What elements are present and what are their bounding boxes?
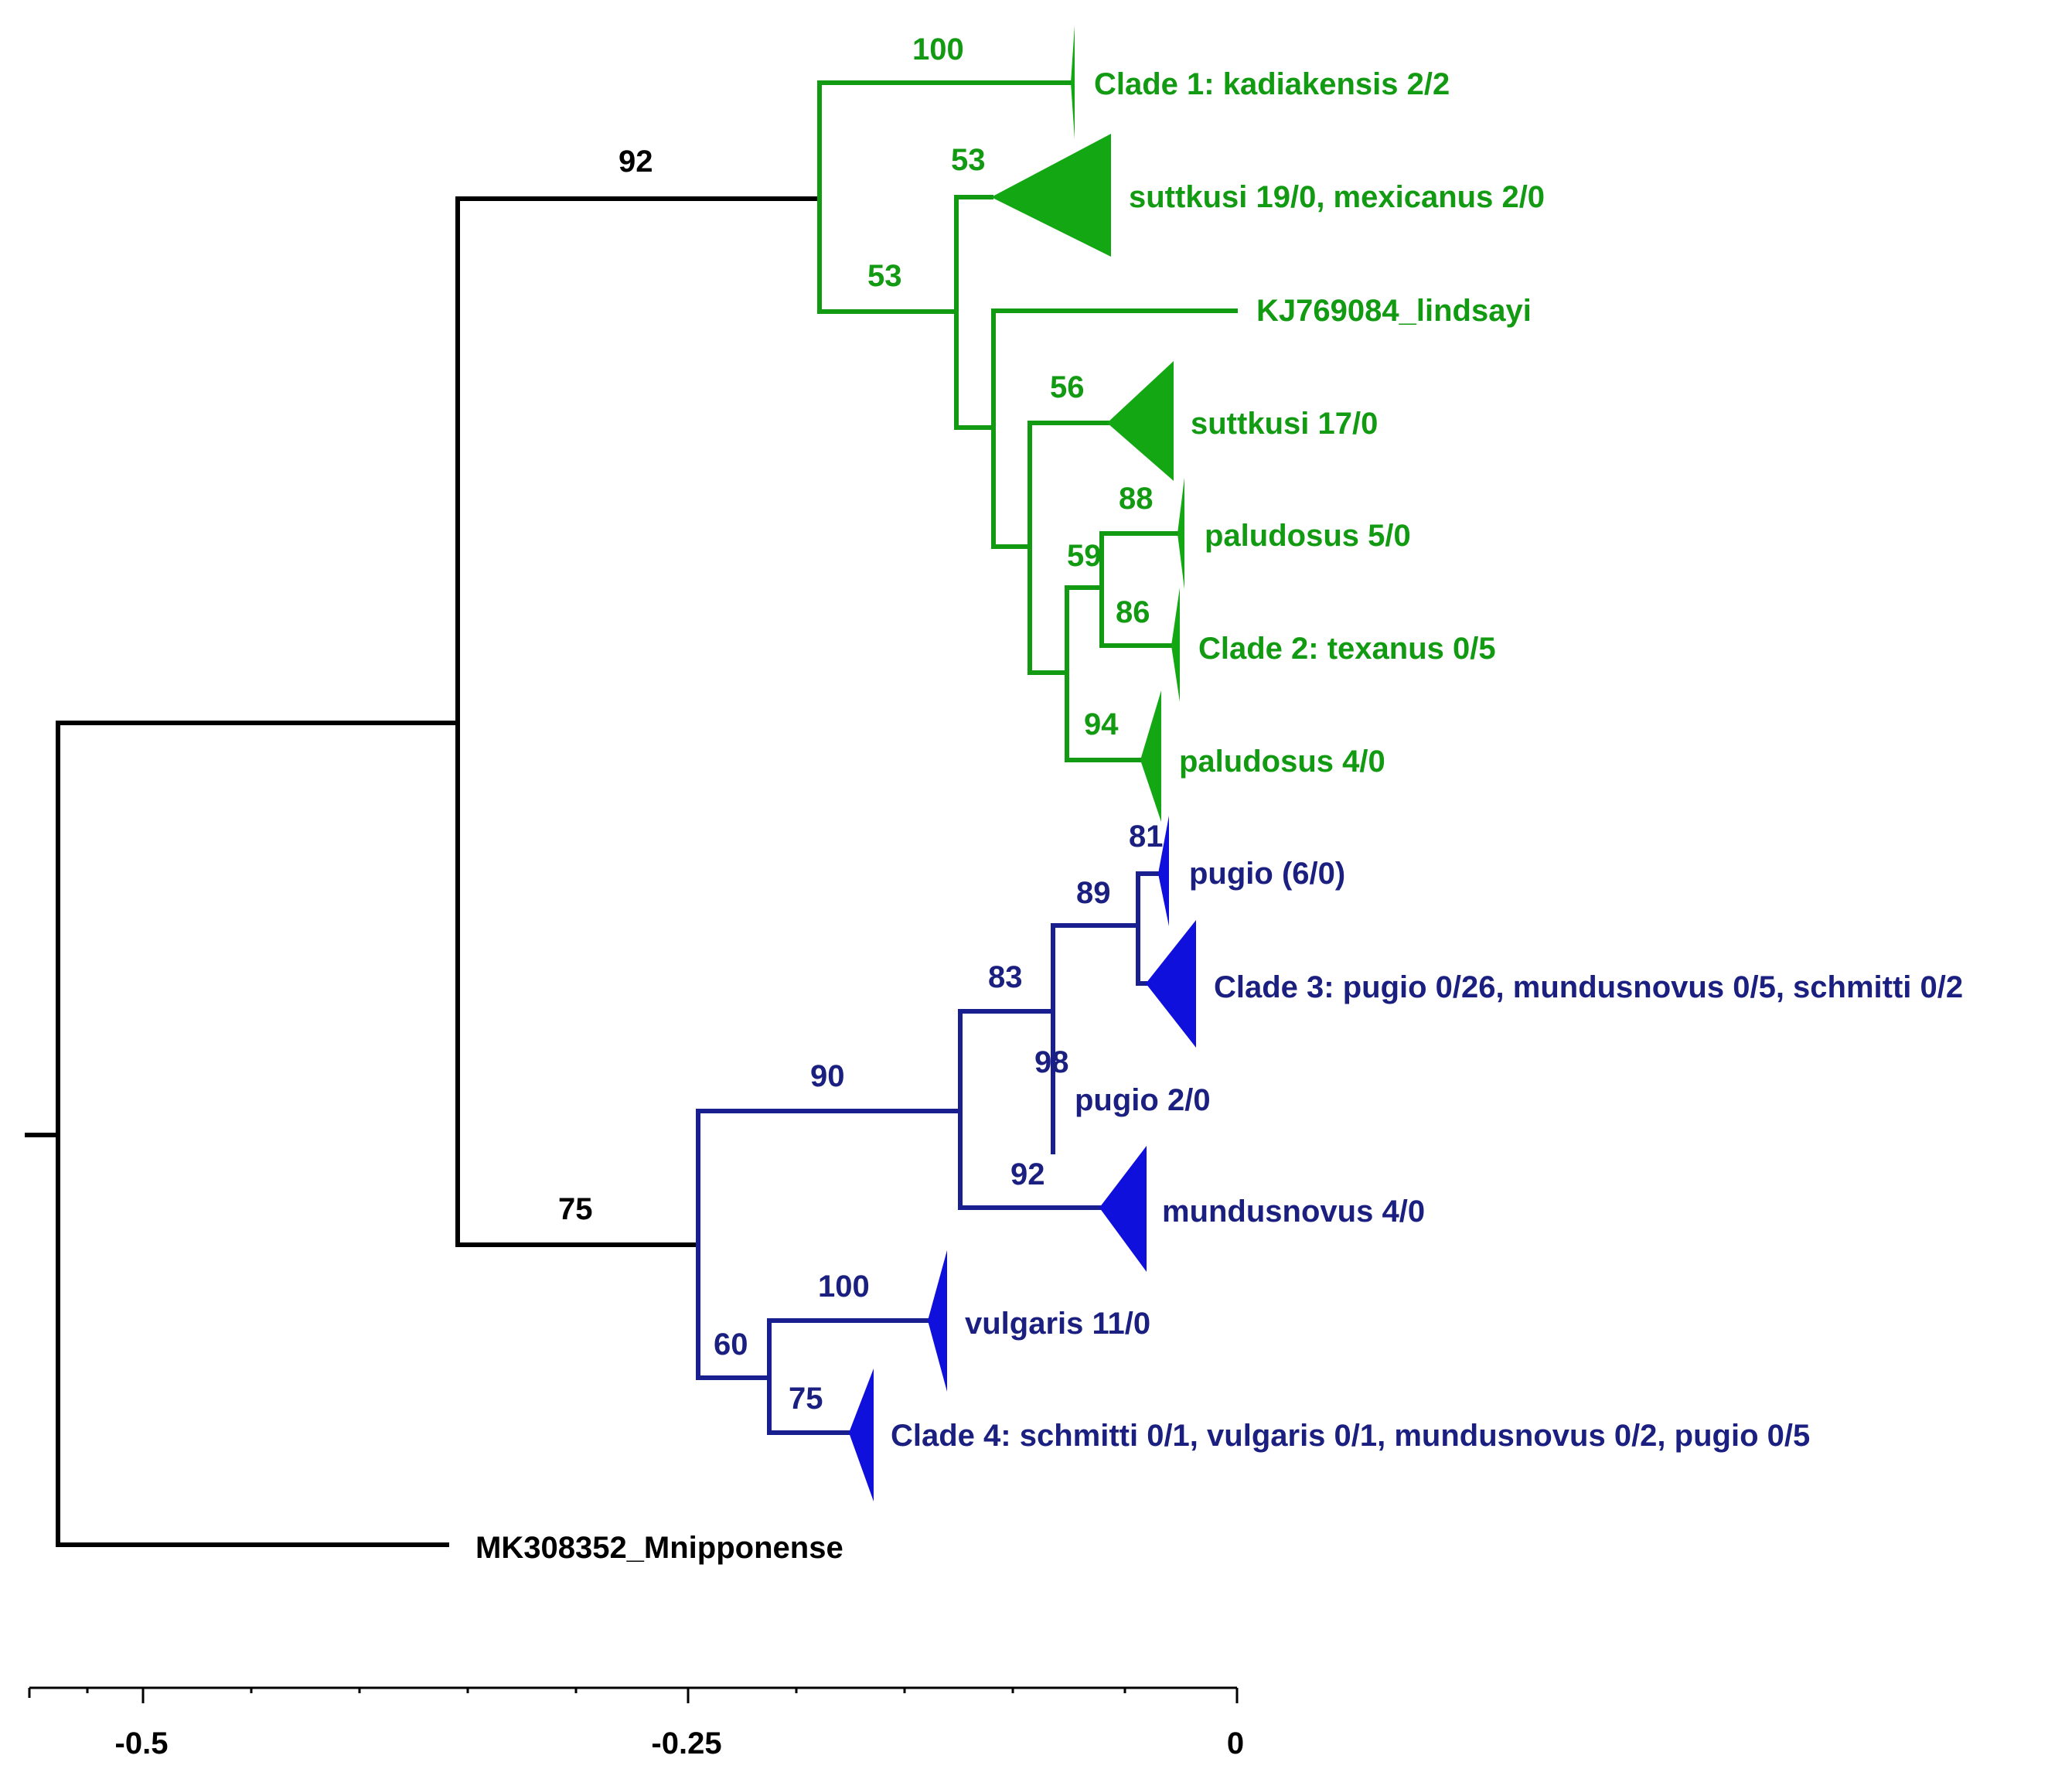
taxon-lindsayi: KJ769084_lindsayi — [1256, 294, 1532, 328]
support-89: 89 — [1076, 876, 1111, 910]
pugio6-triangle — [1158, 816, 1169, 926]
suttkusi-mexicanus-triangle — [991, 134, 1111, 257]
taxon-outgroup: MK308352_Mnipponense — [475, 1531, 843, 1565]
support-59: 59 — [1067, 539, 1102, 573]
root-branches — [25, 196, 822, 1547]
taxon-suttkusi17: suttkusi 17/0 — [1191, 407, 1378, 441]
green-clade-branches — [817, 80, 1238, 762]
support-83: 83 — [988, 960, 1023, 994]
paludosus5-triangle — [1177, 478, 1184, 589]
taxon-vulgaris11: vulgaris 11/0 — [965, 1307, 1150, 1341]
blue-taxon-labels: pugio (6/0) Clade 3: pugio 0/26, mundusn… — [891, 857, 1963, 1453]
axis-ticks — [28, 1688, 1239, 1703]
support-100-vulgaris: 100 — [818, 1270, 870, 1304]
support-98: 98 — [1034, 1045, 1069, 1079]
support-53-inner: 53 — [867, 259, 902, 293]
axis-tick-label: -0.5 — [115, 1726, 169, 1760]
clade3-triangle — [1146, 920, 1196, 1048]
taxon-clade4: Clade 4: schmitti 0/1, vulgaris 0/1, mun… — [891, 1419, 1810, 1453]
scale-axis: -0.5 -0.25 0 — [28, 1686, 1244, 1760]
taxon-clade3: Clade 3: pugio 0/26, mundusnovus 0/5, sc… — [1214, 970, 1963, 1004]
support-75-clade4: 75 — [789, 1382, 823, 1416]
support-75-root: 75 — [558, 1192, 593, 1226]
support-90: 90 — [810, 1059, 845, 1093]
support-81: 81 — [1129, 820, 1164, 854]
suttkusi17-triangle — [1107, 361, 1174, 481]
support-60: 60 — [714, 1328, 748, 1362]
taxon-paludosus5: paludosus 5/0 — [1205, 519, 1411, 553]
taxon-pugio2: pugio 2/0 — [1075, 1083, 1211, 1117]
mundusnovus4-triangle — [1099, 1146, 1147, 1272]
green-support-values: 100 53 53 56 88 59 86 94 — [867, 32, 1154, 741]
taxon-pugio6: pugio (6/0) — [1189, 857, 1345, 891]
support-88: 88 — [1119, 482, 1154, 516]
support-56: 56 — [1050, 370, 1085, 404]
vulgaris11-triangle — [928, 1250, 947, 1392]
root-support-values: 92 75 — [558, 145, 653, 1226]
axis-tick-label: 0 — [1227, 1726, 1244, 1760]
green-taxon-labels: Clade 1: kadiakensis 2/2 suttkusi 19/0, … — [1094, 67, 1545, 779]
taxon-mundusnovus4: mundusnovus 4/0 — [1162, 1195, 1425, 1229]
axis-tick-label: -0.25 — [651, 1726, 721, 1760]
support-53-suttkusi: 53 — [951, 143, 986, 177]
support-86: 86 — [1116, 595, 1150, 629]
taxon-clade2: Clade 2: texanus 0/5 — [1198, 632, 1496, 666]
blue-collapsed-clades — [849, 816, 1196, 1501]
clade4-triangle — [849, 1368, 874, 1501]
taxon-clade1: Clade 1: kadiakensis 2/2 — [1094, 67, 1450, 101]
blue-clade-branches — [696, 871, 1160, 1435]
paludosus4-triangle — [1140, 690, 1161, 822]
support-92-root: 92 — [619, 145, 653, 179]
green-collapsed-clades — [991, 26, 1184, 822]
support-100-clade1: 100 — [912, 32, 964, 66]
clade1-triangle — [1071, 26, 1075, 139]
blue-support-values: 81 89 83 98 90 92 100 60 75 — [714, 820, 1164, 1416]
support-94: 94 — [1084, 707, 1119, 741]
taxon-suttkusi-mexicanus: suttkusi 19/0, mexicanus 2/0 — [1129, 180, 1545, 214]
support-92-blue: 92 — [1010, 1157, 1045, 1191]
clade2-triangle — [1171, 588, 1180, 702]
taxon-paludosus4: paludosus 4/0 — [1179, 745, 1385, 779]
